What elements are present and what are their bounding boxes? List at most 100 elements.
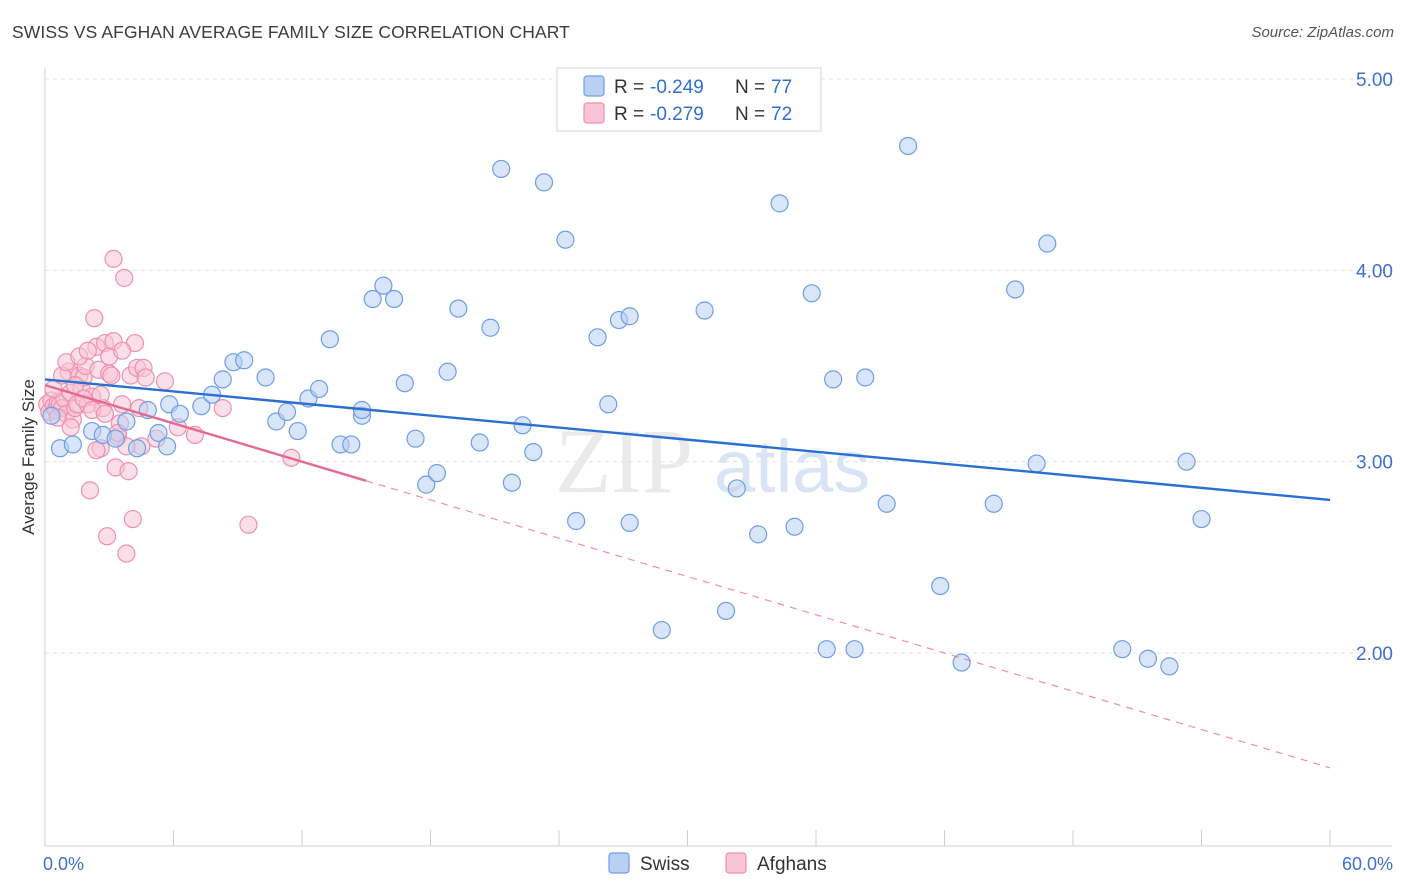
swiss-point <box>117 412 136 431</box>
swiss-point <box>42 406 61 425</box>
bottom-legend: Swiss Afghans <box>608 852 827 875</box>
swiss-point <box>1160 657 1179 676</box>
watermark-zip: ZIP <box>555 410 693 512</box>
afghans-trend-line <box>44 383 367 482</box>
afghans-point <box>95 404 115 423</box>
swiss-point <box>856 368 875 387</box>
watermark: ZIP atlas <box>555 410 870 512</box>
chart-source: Source: ZipAtlas.com <box>1251 24 1394 41</box>
swiss-point <box>470 433 489 452</box>
swiss-point <box>417 475 436 494</box>
bottom-legend-swatch-swiss <box>608 852 630 874</box>
afghans-point <box>123 509 142 529</box>
legend-swiss-n-value: 77 <box>771 77 792 98</box>
swiss-point <box>716 601 736 621</box>
y-tick-labels: 2.00 3.00 4.00 5.00 <box>1356 70 1393 665</box>
y-tick-label: 4.00 <box>1356 261 1393 282</box>
swiss-point <box>492 159 511 179</box>
afghans-trend-line-extension <box>366 480 1331 769</box>
swiss-point <box>824 370 843 389</box>
swiss-point <box>534 173 554 192</box>
bottom-legend-swatch-afghans <box>725 852 747 874</box>
afghans-point <box>85 309 104 328</box>
swiss-point <box>406 429 425 448</box>
afghans-point <box>213 398 232 418</box>
afghans-point <box>98 527 117 546</box>
swiss-point <box>1138 649 1158 668</box>
swiss-point <box>449 299 468 318</box>
swiss-point <box>749 525 768 544</box>
swiss-point <box>556 230 575 249</box>
swiss-point <box>213 370 232 389</box>
x-tick-label-max: 60.0% <box>1342 854 1393 874</box>
swiss-point <box>374 276 393 295</box>
swiss-point <box>620 513 639 532</box>
swiss-point <box>192 397 211 416</box>
swiss-point <box>1006 280 1025 299</box>
swiss-point <box>567 511 586 531</box>
afghans-point <box>104 249 123 268</box>
swiss-point <box>502 473 521 492</box>
legend-afghans-r-label: R = <box>614 104 644 125</box>
legend-swatch-afghans <box>583 102 605 124</box>
afghans-point <box>80 481 100 500</box>
swiss-point <box>320 330 339 349</box>
swiss-point <box>524 443 543 462</box>
legend-swiss-n-label: N = <box>735 77 765 98</box>
swiss-point <box>395 374 414 393</box>
legend-afghans-n-value: 72 <box>771 104 792 125</box>
swiss-point <box>438 362 457 381</box>
bottom-legend-afghans: Afghans <box>757 854 827 875</box>
swiss-point <box>481 318 500 337</box>
afghans-point <box>115 268 134 288</box>
swiss-point <box>363 289 382 309</box>
swiss-point <box>170 404 190 423</box>
swiss-point <box>149 423 168 443</box>
y-tick-label: 2.00 <box>1356 644 1393 665</box>
legend-swatch-swiss <box>583 75 605 97</box>
afghans-point <box>112 341 132 360</box>
swiss-point <box>727 479 746 498</box>
swiss-point <box>785 517 804 536</box>
legend-afghans-r-value: -0.279 <box>650 104 704 125</box>
swiss-point <box>106 429 125 448</box>
swiss-point <box>235 351 254 370</box>
swiss-trend-line <box>44 378 1331 502</box>
swiss-point <box>1113 640 1132 659</box>
swiss-point <box>127 439 147 458</box>
legend-afghans-n-label: N = <box>735 104 765 125</box>
axes <box>44 68 1392 847</box>
swiss-point <box>588 328 607 347</box>
swiss-point <box>310 379 329 399</box>
swiss-point <box>620 307 639 326</box>
y-tick-label: 3.00 <box>1356 453 1393 474</box>
swiss-point <box>845 640 864 659</box>
swiss-point <box>817 640 836 659</box>
afghans-point <box>136 368 155 387</box>
legend-swiss-r-value: -0.249 <box>650 77 704 98</box>
legend-swiss-r-label: R = <box>614 77 644 98</box>
swiss-point <box>770 194 789 213</box>
swiss-point <box>1192 509 1211 529</box>
swiss-point <box>877 494 896 513</box>
swiss-point <box>1038 234 1057 253</box>
swiss-point <box>931 576 950 596</box>
afghans-point <box>61 418 80 437</box>
trend-lines <box>44 378 1331 769</box>
x-tick-label-min: 0.0% <box>43 854 84 874</box>
swiss-point <box>277 402 297 422</box>
swiss-point <box>952 653 971 672</box>
swiss-point <box>384 289 404 309</box>
swiss-point <box>984 494 1003 513</box>
afghans-point <box>91 385 110 404</box>
swiss-point <box>599 395 618 414</box>
swiss-point <box>288 421 307 441</box>
swiss-point <box>427 464 447 483</box>
swiss-point <box>342 435 361 454</box>
swiss-point <box>157 437 177 456</box>
swiss-point <box>695 301 714 320</box>
afghans-point <box>117 544 136 563</box>
y-axis-label: Average Family Size <box>19 379 38 535</box>
afghans-point <box>119 462 138 481</box>
